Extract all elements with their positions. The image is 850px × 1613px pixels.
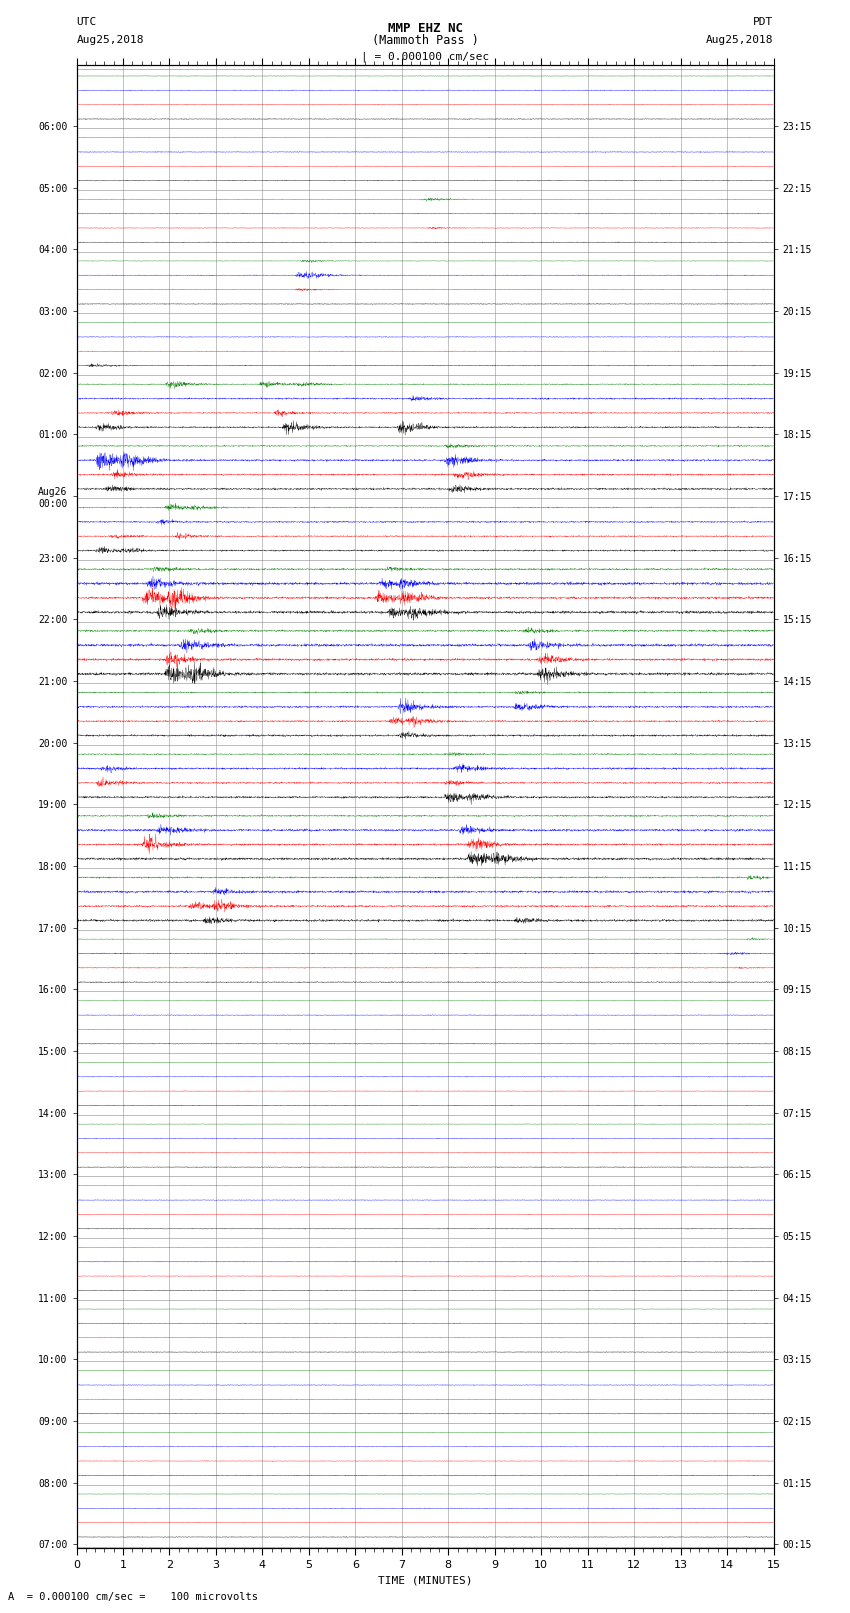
X-axis label: TIME (MINUTES): TIME (MINUTES) <box>377 1576 473 1586</box>
Text: A  = 0.000100 cm/sec =    100 microvolts: A = 0.000100 cm/sec = 100 microvolts <box>8 1592 258 1602</box>
Text: Aug25,2018: Aug25,2018 <box>76 35 144 45</box>
Text: Aug25,2018: Aug25,2018 <box>706 35 774 45</box>
Text: (Mammoth Pass ): (Mammoth Pass ) <box>371 34 479 47</box>
Text: | = 0.000100 cm/sec: | = 0.000100 cm/sec <box>361 52 489 61</box>
Text: UTC: UTC <box>76 18 97 27</box>
Text: MMP EHZ NC: MMP EHZ NC <box>388 23 462 35</box>
Text: PDT: PDT <box>753 18 774 27</box>
